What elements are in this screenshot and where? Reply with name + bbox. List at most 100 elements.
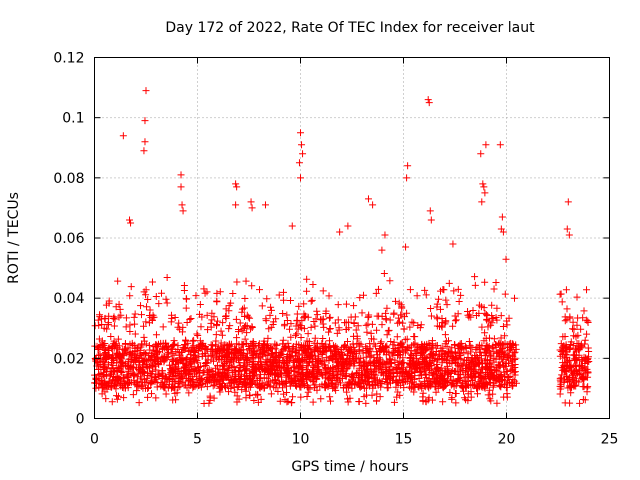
data-point [313,311,321,319]
data-point [452,399,460,407]
data-point [412,381,420,389]
data-point [376,393,384,401]
data-point [581,336,589,344]
data-point [504,343,512,351]
data-point [144,295,152,303]
data-point [478,198,486,206]
data-point [366,381,374,389]
data-point [330,343,338,351]
data-point [240,304,248,312]
y-tick-label: 0.12 [53,51,84,67]
data-point [300,378,308,386]
data-point [366,358,374,366]
data-point [293,310,301,318]
data-point [455,374,463,382]
data-point [481,278,489,286]
data-point [426,207,434,215]
data-point [437,380,445,388]
data-point [314,344,322,352]
data-point [257,358,265,366]
data-point [308,370,316,378]
data-point [331,351,339,359]
data-point [581,396,589,404]
data-point [303,275,311,283]
data-point [374,285,382,293]
data-point [274,361,282,369]
data-point [182,304,190,312]
data-point [233,278,241,286]
data-point [292,331,300,339]
data-point [501,290,509,298]
data-point [117,311,125,319]
x-tick-label: 25 [601,432,619,448]
data-point [394,342,402,350]
data-point [170,341,178,349]
data-point [290,356,298,364]
data-point [567,338,575,346]
data-point [229,376,237,384]
data-point [292,382,300,390]
data-point [152,394,160,402]
data-point [452,390,460,398]
data-point [155,300,163,308]
data-point [244,313,252,321]
data-point [221,353,229,361]
data-point [362,348,370,356]
data-point [570,332,578,340]
data-point [240,355,248,363]
data-point [408,318,416,326]
data-point [568,325,576,333]
data-point [136,361,144,369]
data-point [428,396,436,404]
data-point [351,381,359,389]
data-point [299,370,307,378]
data-point [233,183,241,191]
data-point [140,288,148,296]
data-point [432,342,440,350]
data-point [180,287,188,295]
data-point [357,370,365,378]
data-point [276,397,284,405]
data-point [362,399,370,407]
data-point [404,162,412,170]
data-point [339,362,347,370]
data-point [476,345,484,353]
data-point [433,322,441,330]
data-point [354,379,362,387]
data-point [167,311,175,319]
data-point [232,201,240,209]
data-point [112,373,120,381]
data-point [104,319,112,327]
data-point [124,344,132,352]
data-point [484,323,492,331]
data-point [331,384,339,392]
data-point [248,323,256,331]
data-point [298,351,306,359]
data-point [183,295,191,303]
data-point [201,344,209,352]
data-point [350,319,358,327]
data-point [363,365,371,373]
data-point [317,395,325,403]
data-point [236,348,244,356]
data-point [419,357,427,365]
data-point [165,348,173,356]
data-point [393,393,401,401]
data-point [431,379,439,387]
data-point [433,357,441,365]
data-point [421,363,429,371]
data-point [320,323,328,331]
data-point [483,311,491,319]
data-point [497,334,505,342]
data-point [278,381,286,389]
data-point [327,397,335,405]
data-point [280,288,288,296]
data-point [416,324,424,332]
data-point [115,363,123,371]
data-point [192,292,200,300]
data-point [493,316,501,324]
data-point [319,287,327,295]
data-point [387,356,395,364]
data-point [124,358,132,366]
data-point [485,374,493,382]
